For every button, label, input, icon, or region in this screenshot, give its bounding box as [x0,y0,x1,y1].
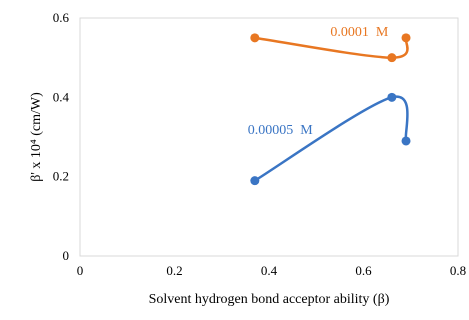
x-tick-label: 0 [77,263,84,278]
series-group [250,33,411,186]
data-point [401,33,411,43]
axes: 0 0.2 0.4 0.6 0.8 0 0.2 0.4 0.6 [53,10,466,278]
data-point [387,92,397,102]
series-line [254,95,409,182]
x-axis-title: Solvent hydrogen bond acceptor ability (… [149,292,390,307]
y-tick-label: 0.6 [53,10,70,25]
series-label: 0.00005 M [248,123,313,138]
x-tick-label: 0.8 [450,263,466,278]
y-tick-label: 0.2 [53,169,69,184]
data-point [250,176,260,186]
series-line [254,36,409,59]
data-point [387,53,397,63]
data-point [250,33,260,43]
plot-area [79,17,459,257]
x-tick-label: 0.6 [355,263,372,278]
series-labels: 0.0001 M 0.00005 M [248,25,389,138]
y-axis-title: β' x 10⁴ (cm/W) [29,92,44,182]
x-tick-label: 0.2 [166,263,182,278]
y-tick-label: 0 [63,248,70,263]
y-tick-label: 0.4 [53,89,70,104]
data-point [401,136,411,146]
x-tick-label: 0.4 [261,263,278,278]
series-label: 0.0001 M [330,25,389,40]
